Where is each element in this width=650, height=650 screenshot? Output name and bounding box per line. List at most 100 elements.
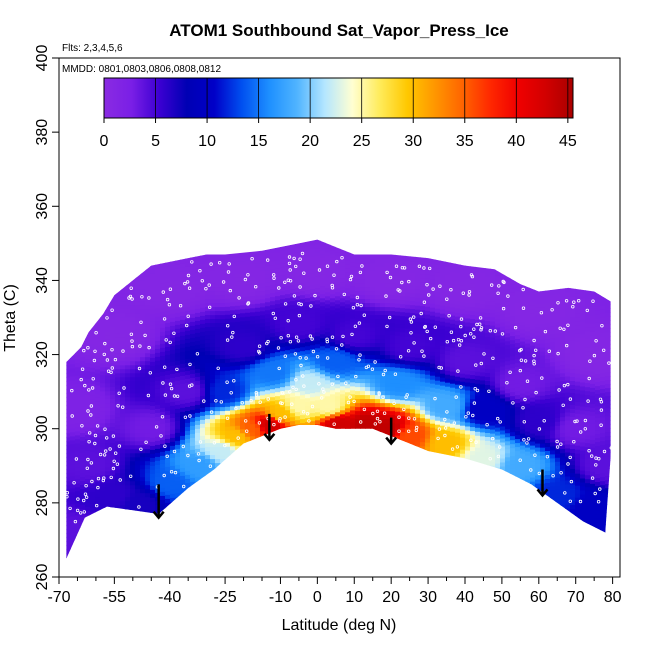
field-cell (250, 428, 256, 433)
field-cell (440, 413, 446, 419)
field-cell (275, 368, 281, 373)
field-cell (420, 282, 426, 287)
field-cell (125, 481, 131, 486)
field-cell (310, 361, 316, 366)
field-cell (395, 279, 401, 285)
field-cell (210, 423, 216, 428)
field-cell (405, 324, 411, 330)
field-cell (340, 362, 346, 367)
field-cell (75, 355, 81, 360)
field-cell (410, 393, 416, 398)
field-cell (455, 456, 461, 462)
field-cell (415, 381, 421, 387)
field-cell (135, 369, 141, 374)
field-cell (75, 455, 81, 460)
field-cell (285, 374, 291, 379)
field-cell (360, 415, 366, 420)
field-cell (95, 337, 101, 343)
field-cell (240, 273, 246, 278)
field-cell (335, 388, 341, 393)
field-cell (300, 399, 306, 404)
field-cell (125, 369, 131, 374)
field-cell (66, 429, 71, 434)
field-cell (365, 391, 371, 396)
field-cell (145, 477, 151, 482)
field-cell (75, 395, 81, 400)
field-cell (425, 442, 431, 448)
field-cell (395, 379, 401, 385)
field-cell (500, 402, 506, 408)
field-cell (475, 287, 481, 293)
field-cell (415, 397, 421, 403)
field-cell (465, 462, 471, 468)
field-cell (335, 272, 341, 277)
field-cell (205, 467, 211, 472)
field-cell (465, 302, 471, 308)
field-cell (435, 388, 441, 394)
field-cell (265, 378, 271, 383)
field-cell (320, 314, 326, 319)
field-cell (295, 256, 301, 261)
field-cell (265, 266, 271, 271)
field-cell (255, 375, 261, 381)
field-cell (515, 291, 521, 296)
field-cell (485, 325, 491, 330)
field-cell (240, 373, 246, 378)
field-cell (525, 407, 531, 413)
field-cell (165, 310, 171, 316)
field-cell (295, 384, 301, 389)
field-cell (145, 293, 151, 298)
field-cell (125, 337, 131, 342)
field-cell (95, 465, 101, 471)
field-cell (260, 399, 266, 404)
field-cell (175, 420, 181, 426)
field-cell (365, 279, 371, 284)
field-cell (115, 417, 121, 422)
field-cell (175, 340, 181, 346)
field-cell (465, 330, 471, 336)
field-cell (465, 342, 471, 348)
field-cell (100, 395, 106, 400)
field-cell (375, 355, 381, 360)
field-cell (180, 383, 186, 389)
field-cell (140, 409, 146, 414)
field-cell (360, 347, 366, 352)
field-cell (280, 431, 286, 436)
field-cell (115, 493, 121, 498)
field-cell (220, 419, 226, 424)
field-cell (355, 299, 361, 304)
field-cell (440, 281, 446, 287)
field-cell (355, 271, 361, 276)
field-cell (485, 297, 491, 302)
field-cell (500, 430, 506, 436)
field-cell (510, 284, 516, 289)
field-cell (180, 351, 186, 357)
field-cell (185, 402, 191, 408)
field-cell (195, 272, 201, 278)
field-cell (245, 376, 251, 382)
field-cell (455, 372, 461, 378)
field-cell (190, 253, 196, 259)
field-cell (405, 420, 411, 426)
field-cell (255, 303, 261, 309)
field-cell (80, 393, 86, 398)
field-cell (465, 298, 471, 304)
field-cell (255, 439, 261, 445)
field-cell (315, 308, 321, 313)
field-cell (80, 353, 86, 358)
field-cell (470, 363, 476, 368)
field-cell (340, 418, 346, 423)
field-cell (115, 365, 121, 370)
field-cell (205, 311, 211, 316)
field-cell (175, 352, 181, 358)
field-cell (525, 307, 531, 313)
field-cell (450, 407, 456, 413)
field-cell (420, 310, 426, 315)
field-cell (140, 381, 146, 386)
field-cell (195, 288, 201, 294)
field-cell (215, 263, 221, 268)
field-cell (265, 334, 271, 339)
field-cell (425, 298, 431, 304)
field-cell (485, 449, 491, 454)
field-cell (210, 327, 216, 332)
